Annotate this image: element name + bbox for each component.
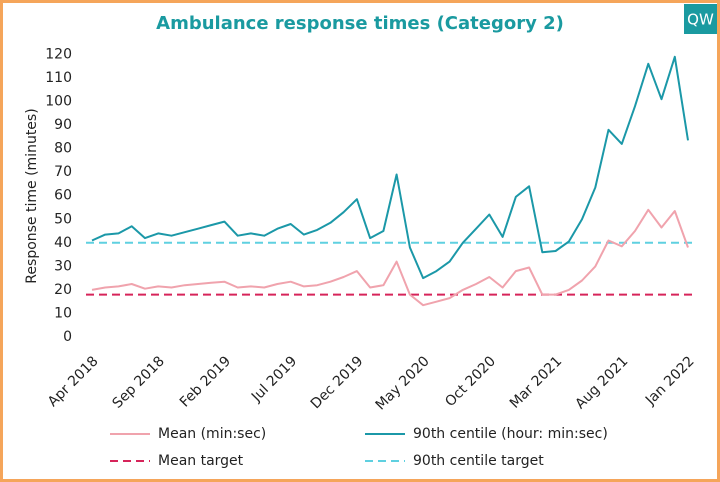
y-tick-label: 100 (45, 94, 72, 110)
y-tick-label: 20 (54, 282, 72, 298)
y-tick-label: 0 (63, 329, 72, 345)
logo-box (684, 4, 717, 34)
y-tick-label: 110 (45, 70, 72, 86)
y-tick-label: 120 (45, 46, 72, 62)
y-tick-label: 80 (54, 141, 72, 157)
chart-title: Ambulance response times (Category 2) (156, 13, 564, 34)
y-tick-label: 10 (54, 305, 72, 321)
y-tick-label: 70 (54, 164, 72, 180)
legend-label: Mean (min:sec) (158, 426, 266, 442)
y-tick-label: 90 (54, 117, 72, 133)
logo: QW (687, 11, 714, 29)
y-tick-label: 30 (54, 258, 72, 274)
legend-label: Mean target (158, 453, 244, 469)
y-axis-label: Response time (minutes) (24, 108, 40, 283)
series-line (91, 208, 689, 307)
legend-label: 90th centile (hour: min:sec) (413, 426, 608, 442)
series-line (91, 55, 689, 280)
y-tick-label: 60 (54, 188, 72, 204)
y-tick-label: 50 (54, 211, 72, 227)
y-tick-label: 40 (54, 235, 72, 251)
legend-label: 90th centile target (413, 453, 544, 469)
